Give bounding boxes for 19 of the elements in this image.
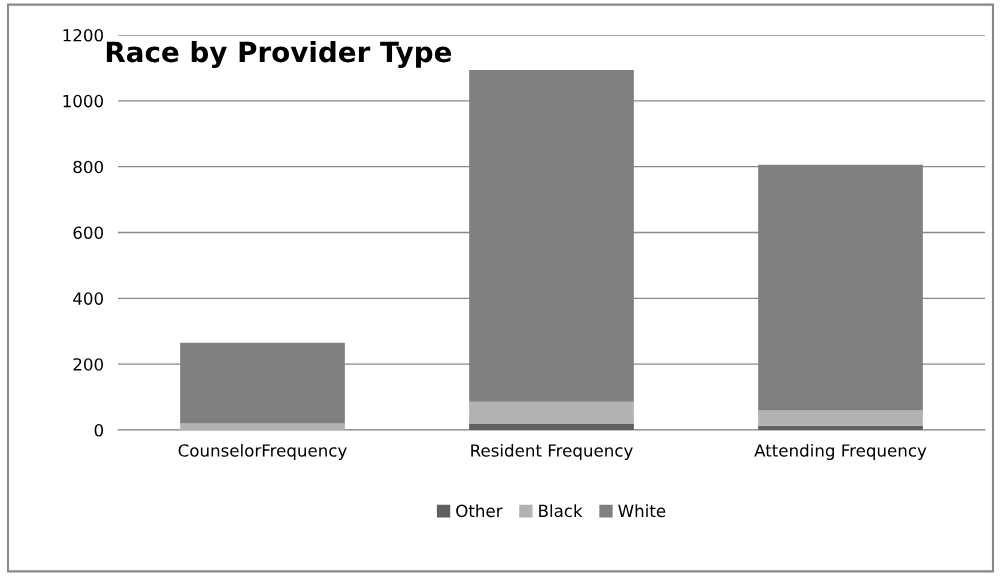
bar <box>758 425 923 430</box>
y-tick-label: 400 <box>73 292 103 305</box>
y-tick-label: 600 <box>73 226 103 240</box>
y-tick-label: 0 <box>94 423 103 437</box>
y-tick-label: 1000 <box>63 94 103 108</box>
legend-label: White <box>618 504 666 518</box>
bar <box>180 423 345 430</box>
y-tick-label: 200 <box>73 358 103 371</box>
bar <box>758 410 923 426</box>
legend-label: Other <box>456 504 503 518</box>
y-tick-label: 800 <box>73 160 103 174</box>
x-tick-label: Attending Frequency <box>754 443 927 461</box>
x-tick-label: Resident Frequency <box>471 443 633 461</box>
bar <box>469 401 634 424</box>
x-tick-label: CounselorFrequency <box>178 443 347 461</box>
y-tick-label: 1200 <box>63 28 103 42</box>
chart-title: Race by Provider Type <box>106 40 452 69</box>
legend-label: Black <box>539 504 583 518</box>
bar <box>469 423 634 430</box>
